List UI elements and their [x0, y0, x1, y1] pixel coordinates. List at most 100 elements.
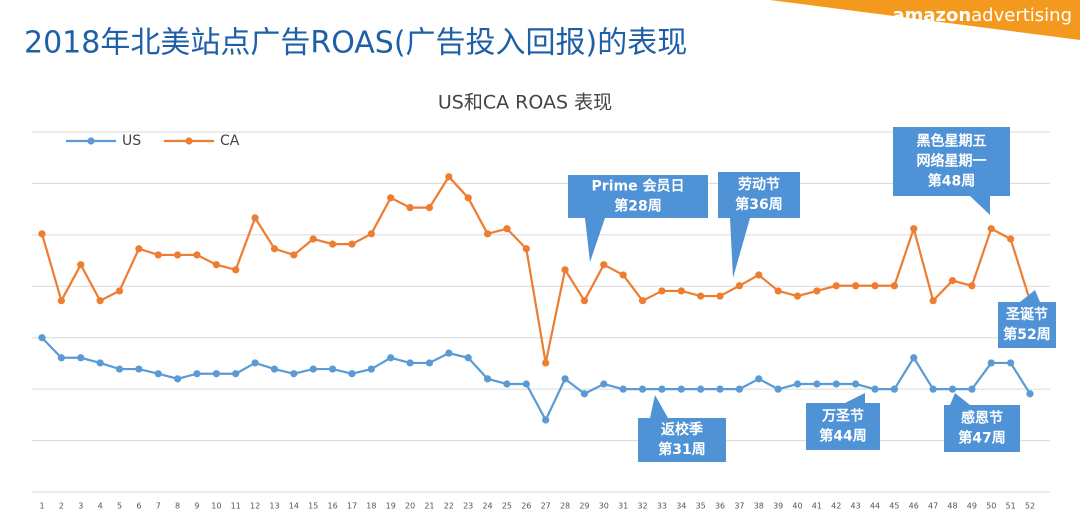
point — [929, 297, 937, 305]
point — [871, 385, 879, 393]
point — [619, 385, 627, 393]
callout-text: 第48周 — [928, 173, 975, 190]
point — [697, 385, 705, 393]
point — [445, 173, 453, 181]
x-tick-label: 10 — [211, 502, 221, 511]
point — [813, 287, 821, 295]
callout-box — [718, 172, 800, 218]
point — [832, 380, 840, 388]
point — [96, 359, 104, 367]
point — [348, 370, 356, 378]
point — [677, 385, 685, 393]
x-tick-label: 44 — [870, 502, 880, 511]
x-tick-label: 41 — [812, 502, 822, 511]
legend-label: CA — [220, 133, 240, 149]
callout-pointer — [585, 218, 605, 262]
point — [890, 282, 898, 290]
x-tick-label: 49 — [967, 502, 977, 511]
point — [348, 240, 356, 248]
x-tick-label: 51 — [1006, 502, 1016, 511]
point — [561, 375, 569, 383]
x-tick-label: 9 — [194, 502, 199, 511]
point — [174, 251, 182, 259]
x-tick-label: 45 — [889, 502, 899, 511]
callout-pointer — [1020, 290, 1040, 302]
x-tick-label: 1 — [39, 502, 44, 511]
callout-text: 第36周 — [735, 196, 782, 213]
x-tick-label: 8 — [175, 502, 180, 511]
x-tick-label: 19 — [386, 502, 396, 511]
point — [1026, 390, 1034, 398]
x-tick-label: 43 — [851, 502, 861, 511]
x-tick-label: 52 — [1025, 502, 1035, 511]
point — [425, 204, 434, 212]
point — [387, 194, 395, 202]
logo-light: advertising — [971, 5, 1072, 26]
callout-text: 圣诞节 — [1005, 306, 1048, 323]
point — [503, 380, 511, 388]
x-tick-label: 47 — [928, 502, 938, 511]
point — [580, 297, 589, 305]
point — [793, 380, 802, 388]
point — [290, 251, 298, 259]
x-tick-label: 16 — [327, 502, 337, 511]
x-tick-label: 7 — [156, 502, 161, 511]
point — [619, 271, 627, 279]
point — [948, 385, 957, 393]
point — [96, 297, 104, 305]
x-tick-label: 13 — [269, 502, 279, 511]
callout-box — [638, 418, 726, 462]
x-tick-label: 6 — [136, 502, 141, 511]
point — [987, 359, 995, 367]
x-tick-label: 18 — [366, 502, 376, 511]
x-tick-label: 33 — [657, 502, 667, 511]
x-tick-label: 4 — [98, 502, 103, 511]
grid: 1 2 3 4 5 6 7 8 9 10 11 12 13 14 15 16 17 18 19 20 21 22 23 24 2… — [32, 131, 1050, 511]
point — [154, 370, 162, 378]
point — [309, 235, 317, 243]
x-tick-label: 2 — [59, 502, 64, 511]
series-line — [41, 336, 1031, 423]
x-tick-label: 48 — [947, 502, 957, 511]
x-tick-label: 24 — [482, 502, 492, 511]
point — [735, 282, 744, 290]
chart-title: US和CA ROAS 表现 — [438, 92, 612, 114]
legend-marker — [87, 137, 95, 145]
point — [328, 365, 337, 373]
point — [658, 385, 666, 393]
x-tick-label: 35 — [696, 502, 706, 511]
callout-text: 第47周 — [958, 430, 1005, 447]
point — [871, 282, 879, 290]
point — [600, 261, 608, 269]
x-tick-label: 15 — [308, 502, 318, 511]
point — [135, 245, 143, 253]
point — [910, 225, 918, 233]
point — [735, 385, 744, 393]
callout-pointer — [845, 393, 865, 403]
point — [600, 380, 608, 388]
point — [483, 375, 492, 383]
x-tick-label: 3 — [78, 502, 83, 511]
point — [115, 287, 124, 295]
point — [697, 292, 705, 300]
x-tick-label: 23 — [463, 502, 473, 511]
plot: US CA — [38, 133, 1034, 424]
series-line — [40, 174, 1032, 364]
callout-box — [893, 127, 1010, 196]
logo: amazonadvertising — [892, 5, 1072, 26]
callout-text: 第52周 — [1003, 326, 1050, 343]
point — [793, 292, 802, 300]
point — [367, 365, 375, 373]
callout-text: 感恩节 — [961, 410, 1003, 427]
x-tick-label: 40 — [792, 502, 802, 511]
callout-text: 第31周 — [658, 441, 705, 458]
point — [406, 204, 414, 212]
x-tick-label: 37 — [734, 502, 744, 511]
callout-text: 网络星期一 — [917, 153, 987, 170]
point — [1007, 359, 1015, 367]
point — [251, 214, 259, 222]
callout-text: 万圣节 — [821, 408, 864, 425]
point — [522, 380, 530, 388]
point — [813, 380, 821, 388]
point — [968, 385, 976, 393]
